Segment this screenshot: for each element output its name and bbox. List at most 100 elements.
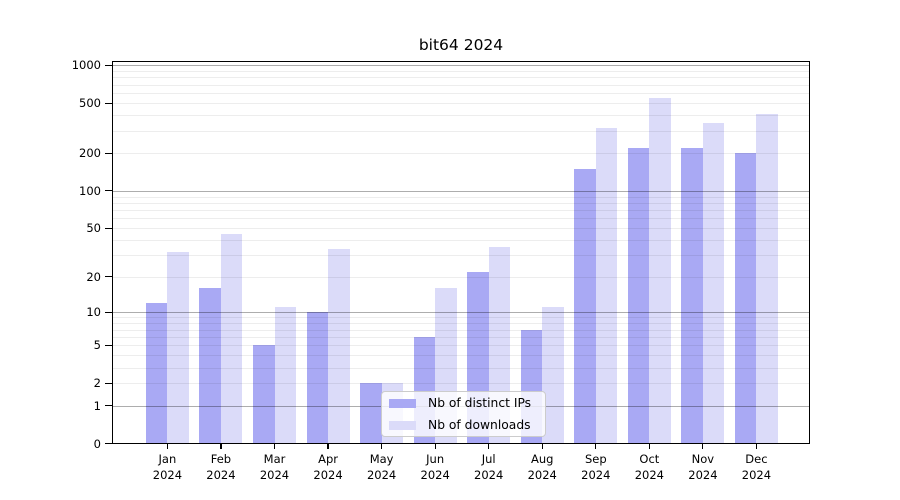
- bar-nb-of-distinct-ips-sep: [574, 168, 596, 444]
- legend: Nb of distinct IPs Nb of downloads: [381, 391, 546, 437]
- y-tick-label-1000: 1000: [71, 58, 101, 73]
- x-tick-sep: [595, 443, 597, 449]
- gridline-minor-500: [113, 103, 809, 105]
- gridline-minor-900: [113, 70, 809, 72]
- bar-nb-of-downloads-dec: [756, 114, 778, 444]
- gridline-minor-60: [113, 218, 809, 220]
- x-tick-apr: [327, 443, 329, 449]
- y-tick-label-20: 20: [86, 269, 101, 284]
- y-tick-20: [105, 276, 112, 278]
- y-tick-1000: [105, 64, 112, 66]
- x-tick-label-year: 2024: [741, 467, 772, 482]
- y-tick-500: [105, 102, 112, 104]
- gridline-major-1000: [113, 65, 809, 67]
- gridline-minor-90: [113, 196, 809, 198]
- x-tick-label-year: 2024: [152, 467, 183, 482]
- x-tick-label-month: Sep: [584, 452, 607, 466]
- bar-nb-of-downloads-feb: [220, 233, 243, 444]
- x-tick-label-year: 2024: [634, 467, 664, 482]
- gridline-minor-8: [113, 323, 809, 325]
- x-tick-label-month: Apr: [318, 452, 338, 466]
- x-tick-label-dec: Dec 2024: [729, 452, 783, 483]
- bar-nb-of-downloads-jan: [167, 252, 189, 444]
- x-tick-feb: [220, 443, 222, 449]
- plot-border: [112, 61, 810, 444]
- x-tick-label-month: Aug: [531, 452, 554, 466]
- gridline-minor-40: [113, 240, 809, 242]
- y-tick-label-1: 1: [93, 398, 101, 413]
- x-tick-label-month: Mar: [263, 452, 286, 466]
- x-tick-jul: [488, 443, 490, 449]
- gridline-major-10: [113, 312, 809, 314]
- bar-nb-of-distinct-ips-oct: [627, 148, 650, 444]
- bar-nb-of-downloads-mar: [274, 307, 296, 444]
- gridline-minor-70: [113, 210, 809, 212]
- bar-nb-of-distinct-ips-nov: [681, 147, 703, 444]
- x-tick-label-year: 2024: [206, 467, 236, 482]
- y-tick-label-500: 500: [79, 96, 101, 111]
- bar-nb-of-distinct-ips-mar: [253, 345, 275, 444]
- bar-nb-of-downloads-sep: [595, 128, 618, 444]
- bar-nb-of-distinct-ips-jan: [145, 303, 168, 444]
- y-tick-200: [105, 152, 112, 154]
- x-tick-mar: [273, 443, 276, 449]
- x-tick-label-month: Nov: [691, 452, 715, 466]
- x-tick-label-apr: Apr 2024: [301, 452, 355, 483]
- x-tick-label-year: 2024: [688, 467, 718, 482]
- gridline-minor-300: [113, 131, 809, 132]
- gridline-minor-6: [113, 336, 809, 338]
- gridline-minor-3: [113, 367, 809, 369]
- gridline-major-100: [113, 190, 809, 192]
- y-tick-50: [105, 227, 112, 229]
- gridline-minor-7: [113, 329, 809, 331]
- x-tick-label-month: May: [369, 452, 394, 466]
- gridline-minor-800: [113, 77, 809, 79]
- x-tick-jun: [434, 443, 436, 449]
- x-tick-aug: [541, 443, 543, 449]
- y-tick-label-5: 5: [93, 338, 101, 353]
- bar-nb-of-distinct-ips-apr: [306, 312, 329, 444]
- bar-nb-of-downloads-oct: [649, 97, 671, 444]
- bar-nb-of-downloads-nov: [702, 123, 725, 444]
- x-tick-label-year: 2024: [527, 467, 557, 482]
- y-tick-10: [105, 311, 112, 313]
- y-tick-label-2: 2: [93, 376, 101, 391]
- legend-swatch-nb-of-downloads: [389, 421, 416, 430]
- bar-nb-of-distinct-ips-dec: [734, 153, 757, 444]
- x-tick-label-jun: Jun 2024: [408, 452, 462, 483]
- x-tick-oct: [648, 443, 650, 449]
- y-tick-label-10: 10: [86, 305, 101, 320]
- bar-nb-of-distinct-ips-may: [360, 383, 382, 444]
- bar-nb-of-downloads-apr: [328, 248, 350, 444]
- x-tick-label-month: Dec: [745, 452, 768, 466]
- legend-row-nb-of-downloads: Nb of downloads: [382, 414, 545, 436]
- x-tick-label-may: May 2024: [355, 452, 409, 483]
- y-tick-1: [105, 404, 112, 407]
- chart-title: bit64 2024: [418, 36, 504, 54]
- x-tick-jan: [166, 443, 168, 449]
- gridline-minor-9: [113, 317, 809, 319]
- x-tick-label-sep: Sep 2024: [569, 452, 623, 483]
- gridline-minor-700: [113, 84, 809, 86]
- x-tick-label-year: 2024: [259, 467, 290, 482]
- bar-nb-of-distinct-ips-feb: [199, 288, 221, 444]
- legend-swatch-nb-of-distinct-ips: [389, 399, 416, 408]
- x-tick-may: [381, 443, 383, 449]
- x-tick-label-year: 2024: [581, 467, 611, 482]
- y-tick-label-100: 100: [79, 183, 101, 198]
- x-tick-label-month: Jul: [481, 452, 496, 466]
- legend-label-nb-of-downloads: Nb of downloads: [428, 418, 531, 432]
- gridline-minor-50: [113, 228, 809, 230]
- x-tick-label-aug: Aug 2024: [515, 452, 569, 483]
- gridline-minor-80: [113, 202, 809, 204]
- gridline-minor-2: [113, 383, 809, 385]
- x-tick-label-year: 2024: [420, 467, 450, 482]
- x-tick-label-month: Jun: [426, 452, 445, 466]
- gridline-minor-200: [113, 153, 809, 155]
- legend-row-nb-of-distinct-ips: Nb of distinct IPs: [382, 392, 545, 414]
- y-tick-5: [105, 344, 112, 346]
- x-tick-label-nov: Nov 2024: [676, 452, 730, 483]
- y-tick-0: [105, 442, 112, 445]
- x-tick-label-month: Jan: [158, 452, 177, 466]
